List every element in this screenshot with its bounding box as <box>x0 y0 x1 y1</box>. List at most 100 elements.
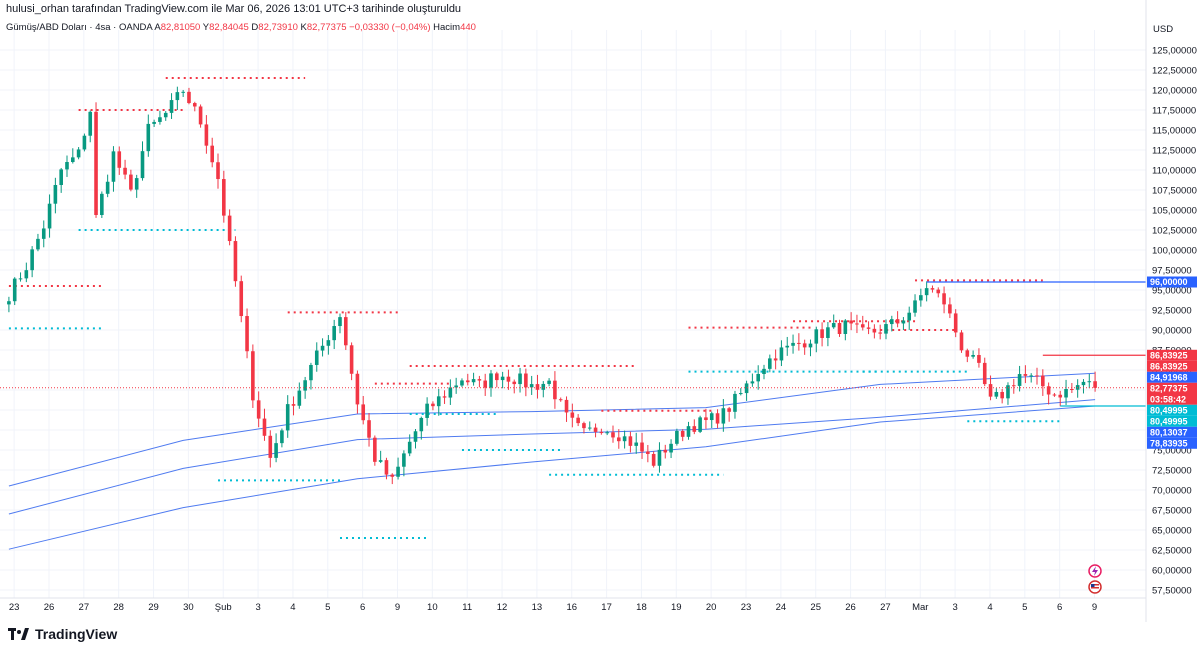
horizontal-lines[interactable] <box>926 281 1146 407</box>
x-tick-label: 11 <box>462 602 472 613</box>
candle-body <box>158 117 162 122</box>
legend-symbol[interactable]: Gümüş/ABD Doları · 4sa · OANDA <box>6 22 153 33</box>
candle-body <box>407 441 412 454</box>
candle-body <box>12 278 17 302</box>
candle-body <box>47 203 52 229</box>
candle-body <box>646 451 650 454</box>
candle-body <box>907 312 912 321</box>
candle-body <box>860 324 865 328</box>
candle-body <box>36 238 40 250</box>
candle-body <box>518 373 522 385</box>
candle-body <box>762 368 766 374</box>
moving-average-line <box>8 405 1096 550</box>
y-tick-label: 117,50000 <box>1152 106 1196 117</box>
candle-body <box>227 215 232 242</box>
candle-body <box>872 328 877 333</box>
candle-body <box>698 417 702 432</box>
price-tag-bg <box>1147 437 1197 449</box>
candle-body <box>285 404 290 431</box>
candle-body <box>448 387 453 398</box>
y-tick-label: 75,00000 <box>1152 446 1192 457</box>
candle-body <box>355 373 360 405</box>
x-tick-label: 19 <box>671 602 682 613</box>
legend-close-label: K <box>300 22 307 33</box>
candle-body <box>773 358 778 361</box>
candle-body <box>1017 374 1022 386</box>
x-tick-label: 6 <box>360 602 365 613</box>
candle-body <box>738 393 743 395</box>
lightning-icon[interactable] <box>1088 564 1102 578</box>
candle-body <box>1029 375 1034 377</box>
candle-body <box>634 442 639 446</box>
price-tag-value: 86,83925 <box>1150 361 1188 371</box>
price-tag-countdown: 03:58:42 <box>1150 394 1186 404</box>
symbol-legend: Gümüş/ABD Doları · 4sa · OANDA A82,81050… <box>6 22 476 33</box>
y-tick-label: 90,00000 <box>1152 326 1192 337</box>
candle-body <box>1058 394 1063 398</box>
legend-close-value: 82,77375 <box>306 22 347 33</box>
x-tick-label: 24 <box>776 602 787 613</box>
candle-body <box>204 124 209 146</box>
candle-body <box>425 403 429 418</box>
candle-body <box>326 340 331 346</box>
currency-label[interactable]: USD <box>1153 24 1173 35</box>
candle-body <box>721 408 726 424</box>
y-tick-label: 112,50000 <box>1152 146 1196 157</box>
x-tick-label: 26 <box>845 602 856 613</box>
candle-body <box>175 92 180 101</box>
legend-open-value: 82,81050 <box>160 22 201 33</box>
candle-body <box>506 376 511 382</box>
candle-body <box>222 179 226 216</box>
candle-body <box>599 431 604 434</box>
candle-body <box>936 289 941 294</box>
legend-high-label: Y <box>202 22 210 33</box>
candle-body <box>70 157 75 163</box>
candle-body <box>709 413 714 421</box>
candle-body <box>797 342 801 344</box>
x-tick-label: 4 <box>290 602 295 613</box>
candle-body <box>843 320 848 334</box>
price-tag-value: 80,49995 <box>1150 416 1188 426</box>
candle-body <box>1093 381 1097 388</box>
price-tag: 78,83935 <box>1147 437 1197 449</box>
time-axis[interactable]: 23 26 27 28 29 30 Şub 3 4 5 6 9 10 11 12 13 16 17 18 19 20 23… <box>0 597 1146 613</box>
price-tag: 86,83925 <box>1147 349 1197 361</box>
candle-body <box>768 358 772 369</box>
candle-body <box>1035 375 1039 377</box>
y-tick-label: 125,00000 <box>1152 46 1197 57</box>
y-tick-label: 107,50000 <box>1152 186 1197 197</box>
tradingview-brand[interactable]: TradingView <box>8 626 117 642</box>
candle-body <box>129 174 133 190</box>
candle-body <box>616 437 621 442</box>
moving-average-line <box>8 372 1096 487</box>
x-tick-label: 29 <box>148 602 159 613</box>
candle-body <box>245 316 249 352</box>
moving-average-line <box>8 399 1096 515</box>
candle-body <box>535 384 540 390</box>
candle-body <box>396 466 400 477</box>
candle-body <box>100 193 104 216</box>
candle-body <box>152 121 156 124</box>
candle-body <box>1011 385 1016 387</box>
candle-body <box>1081 381 1086 386</box>
candle-body <box>210 145 215 163</box>
legend-high-value: 82,84045 <box>209 22 249 33</box>
candle-body <box>262 418 267 436</box>
candle-body <box>791 342 795 346</box>
brand-name: TradingView <box>35 626 118 642</box>
y-tick-label: 110,00000 <box>1152 166 1196 177</box>
candle-body <box>390 474 395 477</box>
y-tick-label: 57,50000 <box>1152 586 1192 597</box>
price-tag: 86,83925 <box>1147 360 1197 372</box>
dotted-levels <box>8 77 1061 539</box>
candle-body <box>1000 391 1004 399</box>
candle-body <box>233 241 238 282</box>
price-tag: 80,13037 <box>1147 426 1197 438</box>
price-axis[interactable]: 57,50000 60,00000 62,50000 65,00000 67,50000… <box>1145 0 1197 622</box>
y-tick-label: 62,50000 <box>1152 546 1192 557</box>
candle-body <box>419 417 424 432</box>
candle-body <box>529 384 534 388</box>
us-flag-icon[interactable] <box>1088 580 1102 594</box>
